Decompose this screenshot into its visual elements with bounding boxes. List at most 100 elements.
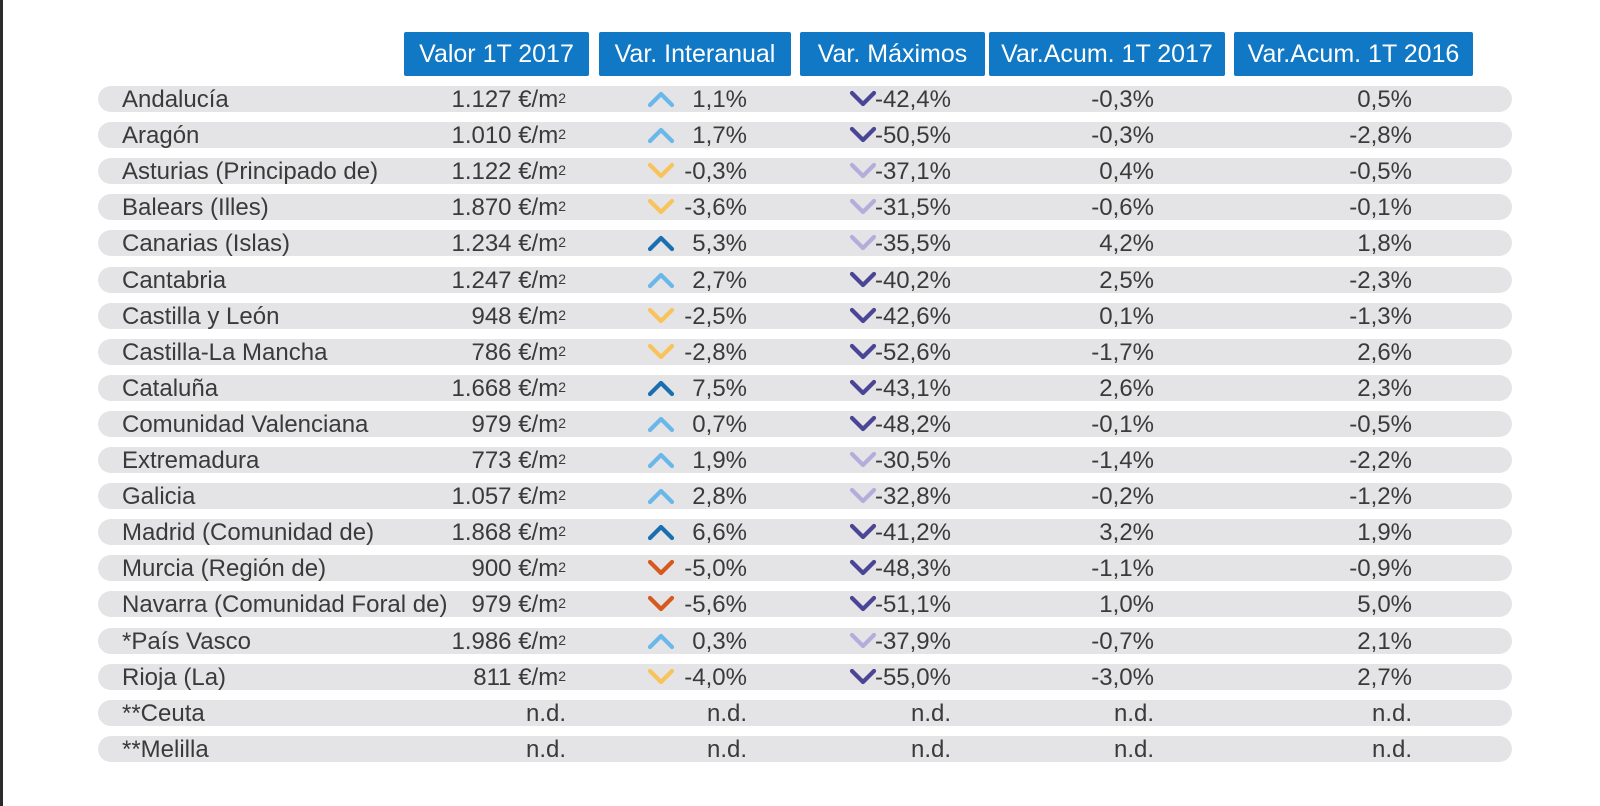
- var-acum-2016-cell: 1,8%: [1357, 230, 1412, 257]
- table-row: Extremadura 773 €/m2 1,9% -30,5% -1,4% -2,2%: [98, 447, 1512, 474]
- arrow-down-icon: [849, 668, 877, 685]
- var-interanual-cell: -2,8%: [684, 339, 747, 366]
- var-maximos-cell: n.d.: [910, 736, 951, 763]
- valor-cell: 948 €/m2: [471, 303, 566, 330]
- table-row: Rioja (La) 811 €/m2 -4,0% -55,0% -3,0% 2,7%: [98, 664, 1512, 691]
- valor-cell: n.d.: [525, 736, 566, 763]
- var-interanual-cell: -5,0%: [684, 555, 747, 582]
- unit-superscript: 2: [558, 559, 566, 575]
- arrow-down-icon: [849, 595, 877, 612]
- var-maximos-cell: -35,5%: [874, 230, 951, 257]
- table-header: Valor 1T 2017 Var. Interanual Var. Máxim…: [0, 32, 1600, 76]
- arrow-up-icon: [647, 91, 675, 108]
- var-acum-2016-cell: 1,9%: [1357, 519, 1412, 546]
- var-maximos-cell: -42,6%: [874, 303, 951, 330]
- arrow-down-icon: [849, 415, 877, 432]
- var-interanual-cell: 2,8%: [692, 483, 747, 510]
- region-name: Cataluña: [122, 375, 219, 402]
- var-acum-2017-cell: 2,6%: [1099, 375, 1154, 402]
- var-acum-2016-cell: -0,5%: [1349, 158, 1412, 185]
- arrow-down-icon: [647, 162, 675, 179]
- region-name: Comunidad Valenciana: [122, 411, 369, 438]
- valor-cell: 979 €/m2: [471, 411, 566, 438]
- var-maximos-cell: -40,2%: [874, 267, 951, 294]
- table-row: *País Vasco 1.986 €/m2 0,3% -37,9% -0,7% 2,1%: [98, 628, 1512, 655]
- arrow-up-icon: [647, 380, 675, 397]
- region-name: *País Vasco: [122, 628, 251, 655]
- valor-cell: 811 €/m2: [473, 664, 566, 691]
- valor-cell: 1.234 €/m2: [451, 230, 566, 257]
- header-var-acum-2016: Var.Acum. 1T 2016: [1234, 32, 1473, 76]
- header-var-acum-2017: Var.Acum. 1T 2017: [989, 32, 1225, 76]
- unit-superscript: 2: [558, 343, 566, 359]
- arrow-up-icon: [647, 127, 675, 144]
- region-name: Asturias (Principado de): [122, 158, 379, 185]
- arrow-up-icon: [647, 524, 675, 541]
- region-name: Cantabria: [122, 267, 227, 294]
- arrow-down-icon: [647, 559, 675, 576]
- region-name: Andalucía: [122, 86, 229, 113]
- valor-cell: 979 €/m2: [471, 591, 566, 618]
- var-acum-2016-cell: -2,3%: [1349, 267, 1412, 294]
- var-interanual-cell: 1,1%: [692, 86, 747, 113]
- unit-superscript: 2: [558, 451, 566, 467]
- arrow-up-icon: [647, 633, 675, 650]
- valor-cell: 1.010 €/m2: [451, 122, 566, 149]
- var-maximos-cell: -43,1%: [874, 375, 951, 402]
- unit-superscript: 2: [558, 234, 566, 250]
- table-row: Canarias (Islas) 1.234 €/m2 5,3% -35,5% 4,2%…: [98, 230, 1512, 257]
- arrow-up-icon: [647, 488, 675, 505]
- var-acum-2016-cell: 5,0%: [1357, 591, 1412, 618]
- var-acum-2016-cell: n.d.: [1371, 700, 1412, 727]
- var-maximos-cell: -52,6%: [874, 339, 951, 366]
- var-acum-2017-cell: -0,1%: [1091, 411, 1154, 438]
- region-name: Rioja (La): [122, 664, 227, 691]
- var-acum-2017-cell: 1,0%: [1099, 591, 1154, 618]
- header-var-interanual: Var. Interanual: [599, 32, 791, 76]
- arrow-down-icon: [849, 234, 877, 251]
- var-interanual-cell: -5,6%: [684, 591, 747, 618]
- var-acum-2016-cell: -0,1%: [1349, 194, 1412, 221]
- var-acum-2017-cell: 4,2%: [1099, 230, 1154, 257]
- var-acum-2017-cell: -1,4%: [1091, 447, 1154, 474]
- var-acum-2017-cell: -0,3%: [1091, 86, 1154, 113]
- unit-superscript: 2: [558, 307, 566, 323]
- var-interanual-cell: -0,3%: [684, 158, 747, 185]
- table-row: Castilla y León 948 €/m2 -2,5% -42,6% 0,1% -1…: [98, 303, 1512, 330]
- unit-superscript: 2: [558, 668, 566, 684]
- var-maximos-cell: -31,5%: [874, 194, 951, 221]
- region-name: Extremadura: [122, 447, 260, 474]
- arrow-down-icon: [849, 198, 877, 215]
- var-interanual-cell: n.d.: [706, 736, 747, 763]
- region-name: Murcia (Región de): [122, 555, 327, 582]
- table-row: Aragón 1.010 €/m2 1,7% -50,5% -0,3% -2,8%: [98, 122, 1512, 149]
- var-acum-2017-cell: -0,2%: [1091, 483, 1154, 510]
- var-acum-2016-cell: -2,2%: [1349, 447, 1412, 474]
- var-acum-2017-cell: -1,7%: [1091, 339, 1154, 366]
- arrow-up-icon: [647, 452, 675, 469]
- arrow-down-icon: [849, 523, 877, 540]
- arrow-down-icon: [849, 559, 877, 576]
- var-acum-2016-cell: 2,7%: [1357, 664, 1412, 691]
- var-acum-2016-cell: 2,3%: [1357, 375, 1412, 402]
- var-maximos-cell: -50,5%: [874, 122, 951, 149]
- valor-cell: 1.870 €/m2: [451, 194, 566, 221]
- var-acum-2017-cell: -0,3%: [1091, 122, 1154, 149]
- arrow-down-icon: [849, 632, 877, 649]
- arrow-up-icon: [647, 272, 675, 289]
- arrow-down-icon: [849, 307, 877, 324]
- var-interanual-cell: 0,3%: [692, 628, 747, 655]
- var-maximos-cell: -55,0%: [874, 664, 951, 691]
- valor-cell: 786 €/m2: [471, 339, 566, 366]
- var-maximos-cell: -30,5%: [874, 447, 951, 474]
- var-maximos-cell: n.d.: [910, 700, 951, 727]
- arrow-up-icon: [647, 235, 675, 252]
- var-acum-2017-cell: -1,1%: [1091, 555, 1154, 582]
- valor-cell: 1.247 €/m2: [451, 267, 566, 294]
- var-acum-2016-cell: -1,2%: [1349, 483, 1412, 510]
- table-row: Cantabria 1.247 €/m2 2,7% -40,2% 2,5% -2,3%: [98, 267, 1512, 294]
- unit-superscript: 2: [558, 415, 566, 431]
- unit-superscript: 2: [558, 162, 566, 178]
- unit-superscript: 2: [558, 126, 566, 142]
- valor-cell: 1.057 €/m2: [451, 483, 566, 510]
